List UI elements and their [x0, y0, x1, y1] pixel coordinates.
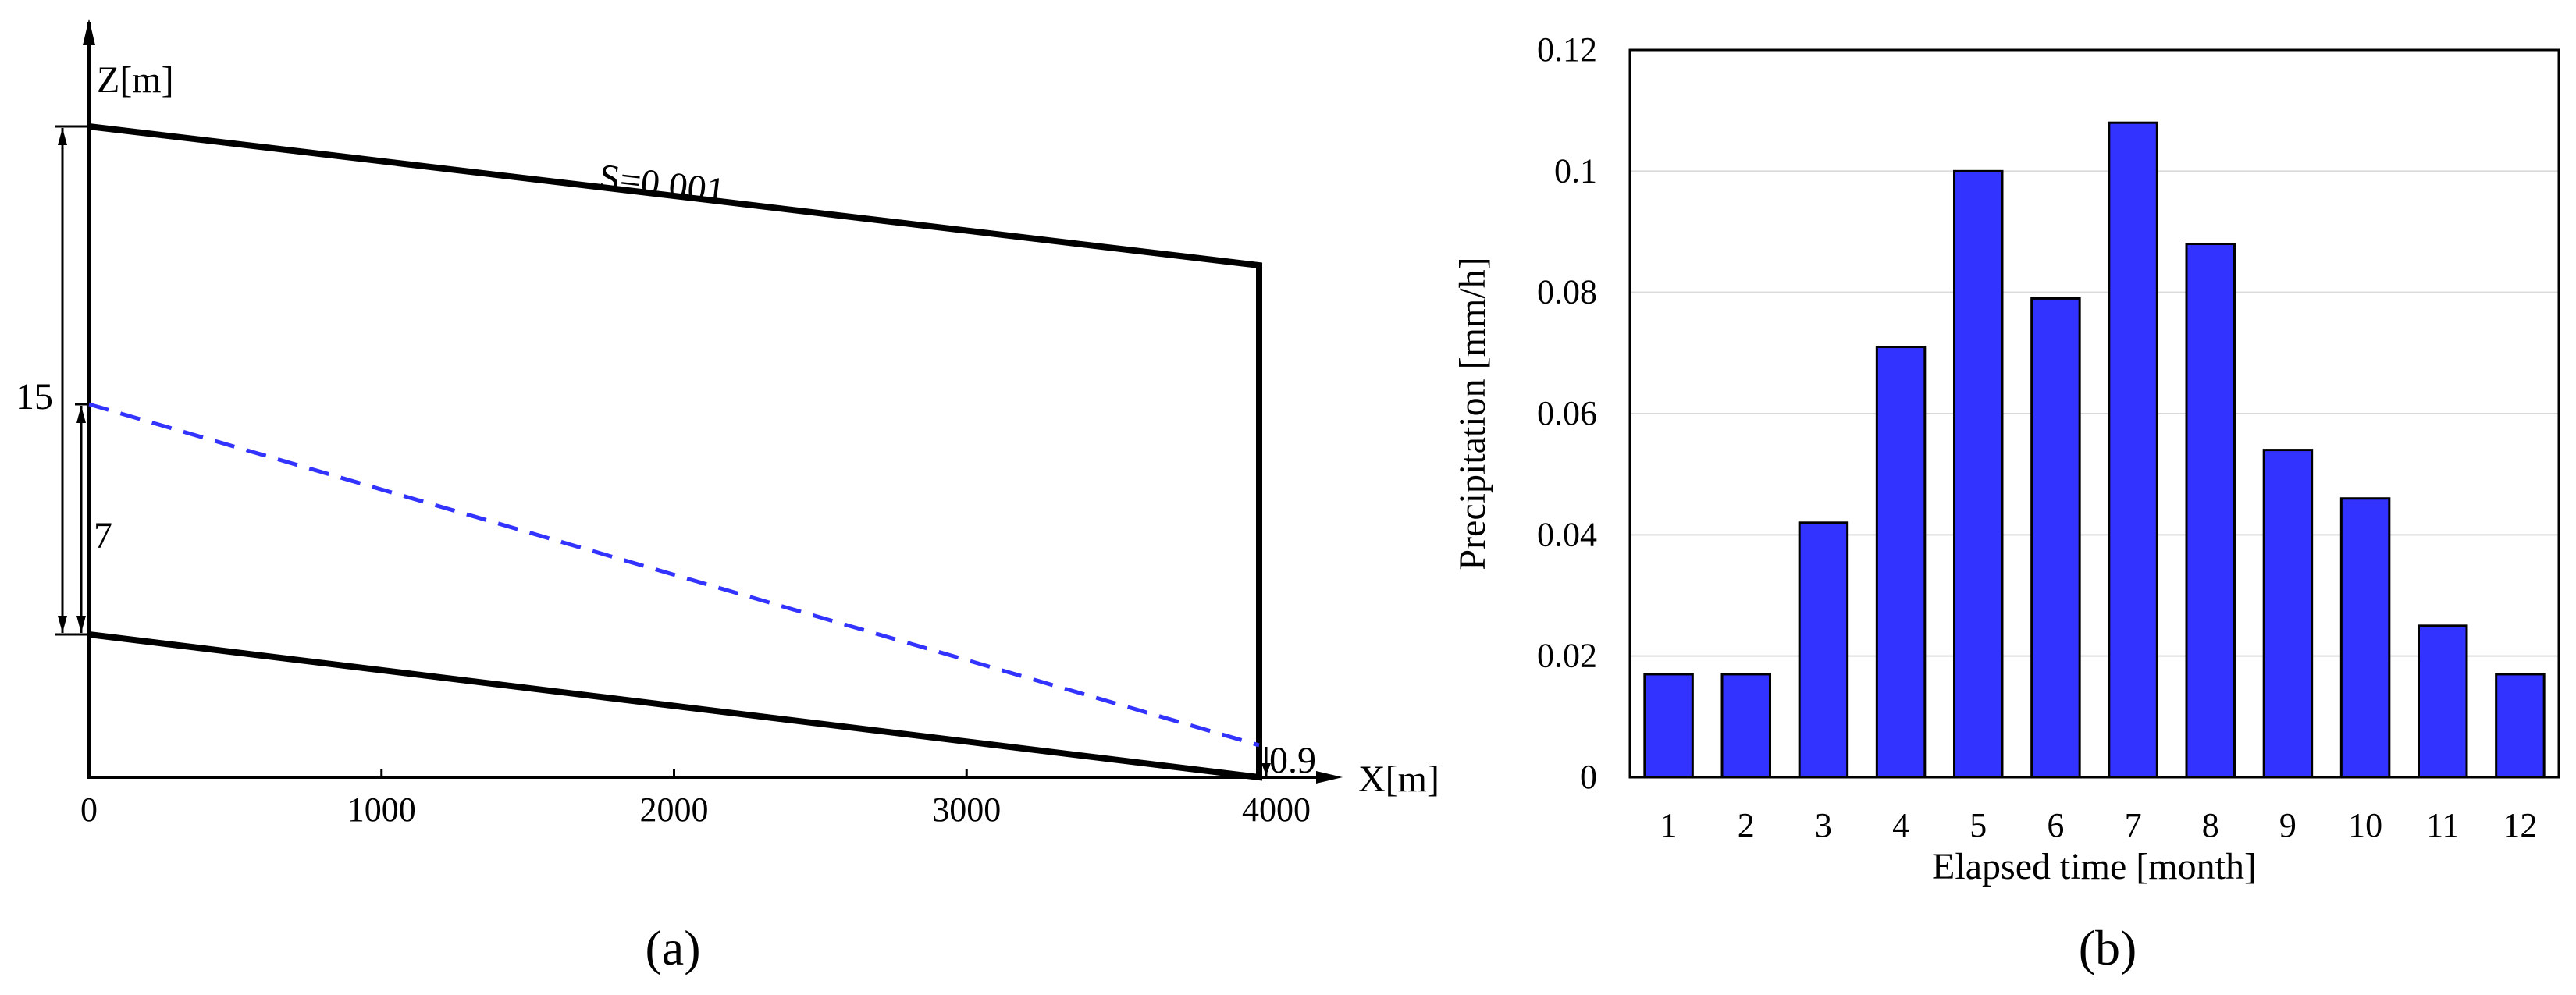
- x-tick-label: 12: [2503, 806, 2537, 844]
- y-gridlines: [1630, 170, 2559, 657]
- x-tick-label: 3000: [932, 791, 1001, 829]
- x-tick-label: 2000: [640, 791, 709, 829]
- bar-month-12: [2495, 673, 2546, 779]
- y-tick-label: 0: [1580, 758, 1597, 796]
- x-tick-label: 0: [80, 791, 98, 829]
- x-axis-title: Elapsed time [month]: [1932, 846, 2257, 887]
- dim-7-arrowhead-bottom: [76, 616, 86, 633]
- y-tick-label: 0.12: [1537, 30, 1597, 69]
- bars: [1643, 121, 2546, 779]
- dim-7-label: 7: [94, 515, 112, 556]
- x-tick-label: 4: [1892, 806, 1909, 844]
- bar-month-2: [1720, 673, 1771, 779]
- y-tick-label: 0.1: [1554, 151, 1597, 190]
- domain-outline: [88, 123, 1262, 781]
- bar-month-7: [2108, 121, 2158, 779]
- x-ticks: 0 1000 2000 3000 4000: [80, 769, 1311, 829]
- x-tick-label: 9: [2279, 806, 2297, 844]
- z-axis-arrowhead: [83, 19, 95, 45]
- y-tick-label: 0.06: [1537, 394, 1597, 432]
- bar-month-10: [2339, 497, 2391, 779]
- x-axis-arrowhead: [1316, 771, 1343, 784]
- bar-month-9: [2262, 449, 2314, 779]
- x-tick-label: 6: [2047, 806, 2064, 844]
- x-tick-label: 3: [1815, 806, 1832, 844]
- x-tick-label: 8: [2202, 806, 2219, 844]
- dim-15-label: 15: [16, 376, 53, 418]
- x-tick-label: 2: [1738, 806, 1755, 844]
- panel-a-caption: (a): [645, 920, 700, 975]
- panel-a: Z[m] X[m] 0 1000 2000 3000 4000 S=0.001 15 7…: [16, 19, 1439, 975]
- bar-month-1: [1643, 673, 1694, 779]
- dim-15-arrowhead-bottom: [58, 616, 67, 633]
- bar-month-3: [1798, 521, 1849, 779]
- x-axis-label: X[m]: [1358, 759, 1439, 800]
- plot-frame: [1628, 48, 2560, 779]
- y-tick-label: 0.08: [1537, 273, 1597, 311]
- y-ticks: 0 0.02 0.04 0.06 0.08 0.1 0.12: [1537, 30, 1597, 796]
- water-table-line: [88, 402, 1260, 748]
- dim-outlet-label: 0.9: [1269, 740, 1316, 781]
- slope-label: S=0.001: [597, 156, 728, 212]
- y-tick-label: 0.02: [1537, 637, 1597, 675]
- x-tick-label: 1: [1660, 806, 1678, 844]
- x-tick-label: 10: [2348, 806, 2382, 844]
- panel-b-caption: (b): [2079, 920, 2137, 975]
- z-axis-label: Z[m]: [97, 59, 174, 101]
- bar-month-6: [2030, 297, 2081, 779]
- bar-month-8: [2185, 243, 2236, 779]
- dim-outlet-arrowhead: [1261, 763, 1271, 776]
- x-tick-label: 4000: [1242, 791, 1311, 829]
- bar-month-5: [1953, 169, 2004, 779]
- y-tick-label: 0.04: [1537, 515, 1597, 553]
- bar-month-4: [1875, 346, 1927, 779]
- bar-month-11: [2418, 624, 2468, 779]
- x-tick-label: 7: [2125, 806, 2142, 844]
- dim-15-arrowhead-top: [58, 128, 67, 145]
- y-axis-title: Precipitation [mm/h]: [1452, 257, 1493, 570]
- x-tick-label: 5: [1969, 806, 1987, 844]
- dim-7-arrowhead-top: [76, 406, 86, 423]
- x-ticks: 1 2 3 4 5 6 7 8 9 10 11 12: [1660, 806, 2538, 844]
- x-tick-label: 11: [2426, 806, 2459, 844]
- x-tick-label: 1000: [347, 791, 416, 829]
- panel-b: 00.020.040.060.080.10.12 1 2 3 4 5 6 7 8 9 10 11 12…: [1452, 30, 2560, 975]
